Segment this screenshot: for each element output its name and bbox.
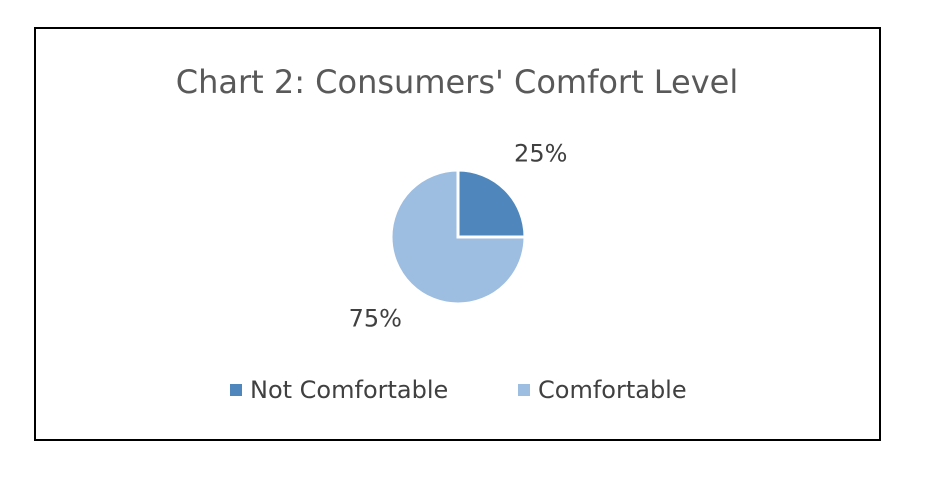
legend-label: Not Comfortable: [250, 376, 448, 404]
pie-slice: [456, 168, 527, 239]
legend-swatch: [518, 384, 530, 396]
legend-swatch: [230, 384, 242, 396]
data-label: 25%: [514, 139, 567, 167]
pie-slice: [389, 168, 527, 306]
data-label: 75%: [349, 305, 402, 333]
chart-title: Chart 2: Consumers' Comfort Level: [176, 63, 739, 101]
legend-label: Comfortable: [538, 376, 687, 404]
